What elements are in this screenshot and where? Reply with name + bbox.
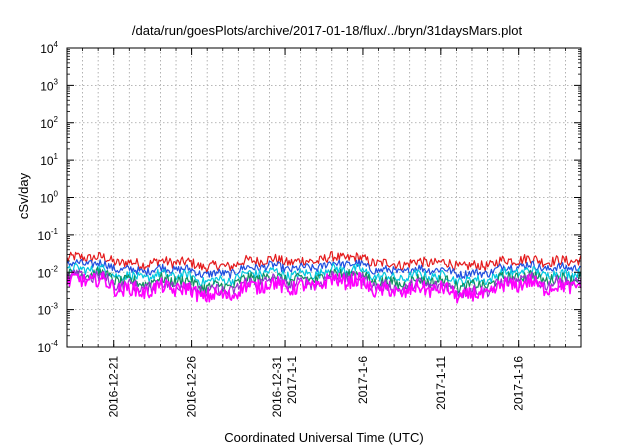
y-tick-label: 10-1 <box>38 227 59 243</box>
series-line <box>66 270 582 304</box>
x-tick-label: 2016-12-31 <box>270 356 284 418</box>
x-axis-label: Coordinated Universal Time (UTC) <box>224 430 423 445</box>
y-axis: 10-4 10-3 10-2 10-1 100 101 102 103 104 <box>38 40 581 355</box>
x-tick-label: 2017-1-11 <box>434 356 448 410</box>
x-tick-label: 2017-1-16 <box>512 356 526 411</box>
y-tick-label: 10-2 <box>38 264 59 280</box>
y-tick-label: 102 <box>40 115 58 131</box>
grid <box>67 48 581 347</box>
x-tick-label: 2017-1-1 <box>285 356 299 404</box>
series-layer <box>66 250 582 304</box>
x-tick-label: 2017-1-6 <box>356 356 370 404</box>
x-tick-label: 2016-12-26 <box>185 356 199 418</box>
y-tick-label: 100 <box>40 190 58 206</box>
chart-title: /data/run/goesPlots/archive/2017-01-18/f… <box>132 23 523 38</box>
x-tick-label: 2016-12-21 <box>107 356 121 418</box>
y-tick-label: 104 <box>40 40 58 56</box>
series-line <box>66 250 582 273</box>
series-line <box>66 262 582 287</box>
y-tick-label: 103 <box>40 77 58 93</box>
x-axis: 2016-12-21 2016-12-26 2016-12-31 2017-1-1 20… <box>82 48 566 418</box>
y-axis-label: cSv/day <box>16 172 31 219</box>
y-tick-label: 10-3 <box>38 302 59 318</box>
y-tick-label: 101 <box>40 152 58 168</box>
series-line <box>66 258 582 280</box>
y-tick-label: 10-4 <box>38 339 59 355</box>
